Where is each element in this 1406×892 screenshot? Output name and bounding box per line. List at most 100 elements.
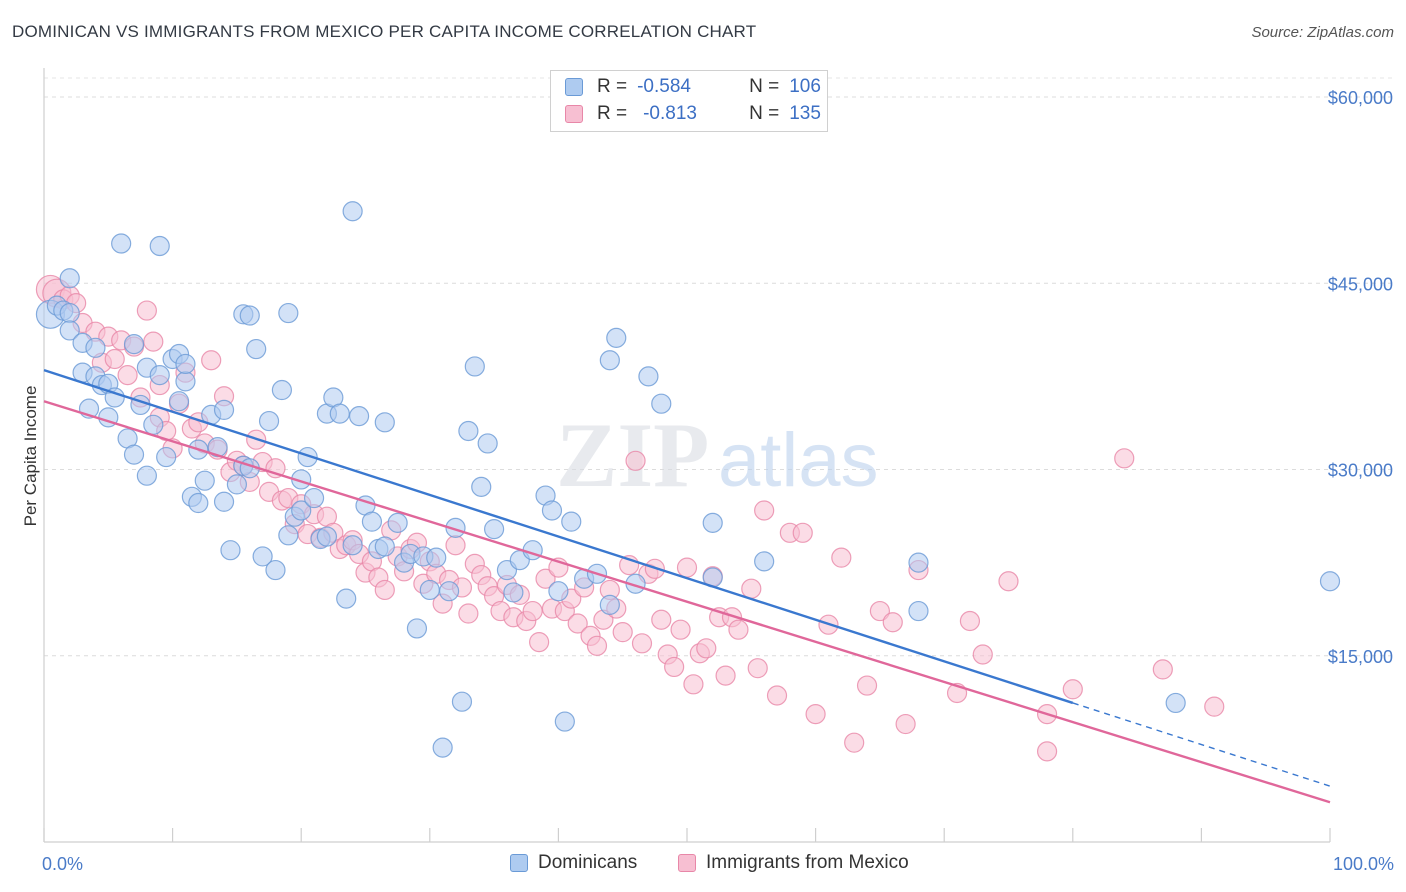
data-point — [676, 557, 698, 578]
mexico-trend-line — [43, 400, 1331, 804]
data-point — [503, 582, 524, 603]
data-point — [458, 420, 479, 442]
data-point — [426, 547, 447, 568]
y-tick-label: $60,000 — [1328, 88, 1393, 108]
data-point — [239, 305, 260, 326]
data-point — [831, 547, 852, 568]
data-point — [728, 619, 749, 640]
correlation-legend: R = -0.584 N = 106 R = -0.813 N = 135 — [550, 70, 828, 132]
data-point — [612, 622, 633, 643]
data-point — [406, 618, 428, 639]
data-point — [754, 500, 775, 521]
data-point — [278, 525, 299, 546]
data-point — [541, 500, 563, 521]
data-point — [316, 526, 338, 547]
legend-n-value: 135 — [789, 103, 821, 124]
data-point — [1152, 659, 1173, 680]
data-point — [291, 500, 312, 521]
data-point — [194, 470, 215, 491]
data-point — [336, 588, 357, 609]
data-point — [599, 594, 620, 615]
data-point — [387, 512, 408, 533]
legend-row-dominicans: R = -0.584 N = 106 — [565, 75, 821, 99]
data-point — [117, 365, 138, 386]
data-point — [143, 331, 164, 352]
legend-r-label: R = — [597, 76, 628, 97]
legend-row-mexico: R = -0.813 N = 135 — [565, 102, 821, 126]
data-point — [529, 631, 550, 653]
data-point — [651, 609, 672, 630]
data-point — [220, 540, 241, 561]
data-point — [265, 559, 286, 581]
data-point — [207, 437, 228, 458]
y-tick-label: $15,000 — [1328, 647, 1393, 667]
data-point — [651, 393, 672, 414]
data-point — [1062, 679, 1083, 700]
data-point — [567, 613, 588, 634]
data-point — [625, 450, 646, 471]
y-tick-label: $45,000 — [1328, 274, 1393, 294]
data-point — [998, 571, 1019, 592]
x-tick-label-max: 100.0% — [1333, 854, 1394, 874]
data-point — [554, 711, 575, 732]
source-label: Source: ZipAtlas.com — [1251, 24, 1394, 41]
data-point — [111, 233, 132, 254]
data-point — [856, 675, 878, 696]
data-point — [451, 691, 473, 712]
chart-title: DOMINICAN VS IMMIGRANTS FROM MEXICO PER … — [12, 22, 757, 41]
data-point — [522, 600, 543, 622]
legend-r-label: R = — [597, 103, 628, 124]
data-point — [484, 518, 505, 540]
data-point — [882, 612, 903, 633]
data-point — [226, 474, 247, 495]
legend-r-value: -0.813 — [643, 103, 697, 124]
mexico-points — [35, 274, 1225, 762]
data-point — [586, 635, 608, 656]
data-point — [1114, 448, 1135, 469]
series-legend-label: Immigrants from Mexico — [706, 852, 909, 873]
axes — [43, 68, 1331, 843]
data-point — [792, 522, 813, 543]
data-point — [747, 658, 768, 679]
series-legend-mexico: Immigrants from Mexico — [678, 852, 909, 874]
data-point — [477, 433, 498, 454]
data-point — [1204, 696, 1225, 717]
data-point — [696, 638, 717, 659]
legend-n-label: N = — [749, 76, 780, 97]
data-point — [303, 487, 325, 509]
data-point — [754, 551, 775, 572]
data-point — [136, 465, 157, 486]
data-point — [471, 476, 492, 497]
data-point — [670, 619, 691, 640]
legend-n-value: 106 — [789, 76, 821, 97]
data-point — [683, 674, 704, 695]
y-axis-title: Per Capita Income — [21, 386, 40, 527]
data-point — [136, 300, 157, 321]
series-swatch-pink — [678, 854, 696, 872]
data-point — [561, 511, 582, 532]
data-point — [664, 656, 685, 678]
data-point — [175, 353, 196, 375]
data-point — [149, 235, 170, 257]
legend-r-value: -0.584 — [637, 76, 691, 97]
data-point — [535, 568, 556, 589]
data-point — [458, 603, 479, 624]
dominican-points — [35, 201, 1341, 758]
data-point — [175, 371, 196, 392]
data-point — [766, 685, 788, 706]
legend-swatch-blue — [565, 78, 583, 96]
data-point — [59, 302, 80, 324]
data-point — [59, 320, 80, 341]
series-legend-dominicans: Dominicans — [510, 852, 637, 874]
data-point — [246, 338, 267, 360]
data-point — [631, 633, 653, 654]
data-point — [168, 391, 190, 412]
data-point — [156, 446, 177, 468]
data-point — [85, 337, 106, 358]
data-point — [972, 644, 993, 665]
data-point — [805, 704, 826, 725]
data-point — [548, 581, 569, 602]
watermark-atlas: atlas — [718, 418, 879, 503]
data-point — [432, 737, 453, 758]
